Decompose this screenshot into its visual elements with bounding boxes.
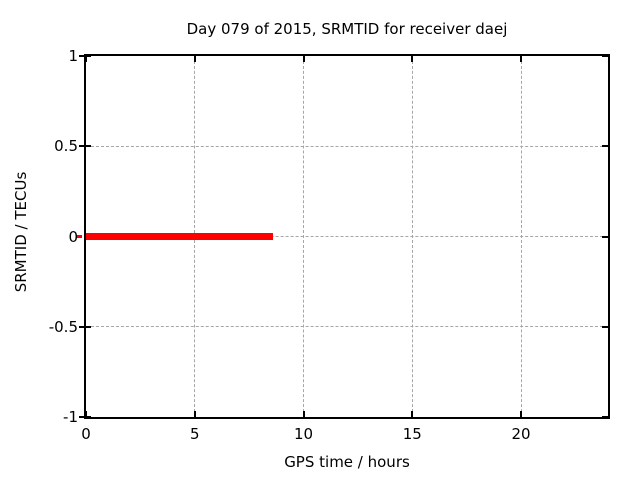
x-tick-bottom xyxy=(302,411,305,417)
gridline-horizontal xyxy=(86,236,608,237)
x-tick-label: 10 xyxy=(293,425,314,443)
x-tick-top xyxy=(85,56,87,62)
y-tick-label: 0 xyxy=(68,227,78,246)
y-tick-left-zero xyxy=(76,235,82,238)
y-tick-label: -1 xyxy=(63,408,78,426)
x-tick-top xyxy=(520,56,522,62)
gridline-horizontal xyxy=(86,145,608,147)
x-axis-label: GPS time / hours xyxy=(284,453,410,471)
x-tick-bottom xyxy=(193,411,196,417)
x-tick-label: 5 xyxy=(189,425,200,443)
chart-title: Day 079 of 2015, SRMTID for receiver dae… xyxy=(186,20,508,38)
y-tick-left xyxy=(79,145,91,148)
y-tick-left xyxy=(79,325,91,328)
data-series-line xyxy=(86,233,274,240)
x-tick-label: 0 xyxy=(81,425,91,443)
y-tick-label: 0.5 xyxy=(54,137,78,156)
y-tick-right xyxy=(602,416,608,418)
x-tick-bottom xyxy=(85,411,87,417)
y-tick-left xyxy=(79,55,91,57)
y-tick-right xyxy=(602,55,608,57)
x-tick-top xyxy=(193,56,196,62)
x-tick-label: 15 xyxy=(402,425,422,443)
y-tick-label: 1 xyxy=(68,47,78,65)
y-tick-label: -0.5 xyxy=(48,317,78,336)
y-tick-right xyxy=(602,145,608,148)
y-tick-left xyxy=(79,416,91,418)
gridline-horizontal xyxy=(86,326,608,328)
y-tick-right xyxy=(602,235,608,238)
x-tick-bottom xyxy=(411,411,414,417)
y-tick-right xyxy=(602,325,608,328)
x-tick-top xyxy=(411,56,414,62)
x-tick-label: 20 xyxy=(511,425,531,443)
plot-area: 0 5 10 15 20 1 0.5 0 -0.5 -1 xyxy=(49,47,610,443)
x-tick-top xyxy=(302,56,305,62)
x-tick-bottom xyxy=(520,411,522,417)
